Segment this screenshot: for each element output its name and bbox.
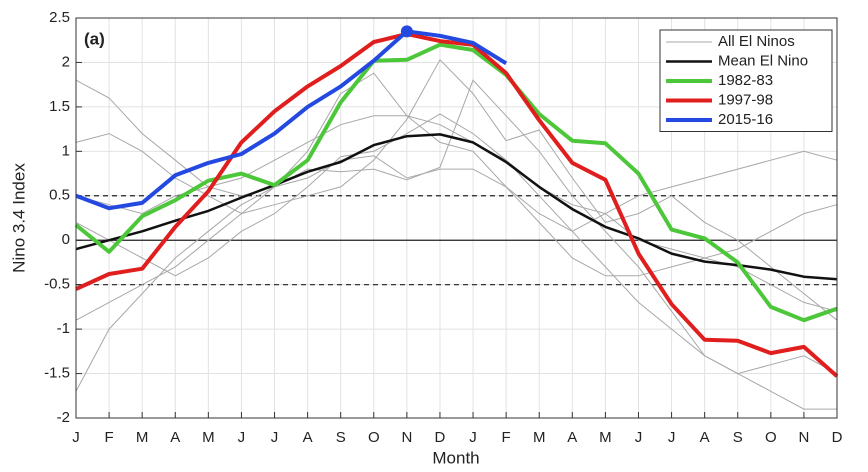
plot-area <box>74 17 839 419</box>
x-tick-label: J <box>271 429 279 446</box>
series-line <box>75 32 839 378</box>
y-tick-label: -0.5 <box>44 276 70 293</box>
y-tick-label: 1.5 <box>49 98 70 115</box>
x-tick-label: O <box>765 429 777 446</box>
x-tick-label: F <box>105 429 114 446</box>
x-tick-label: F <box>502 429 511 446</box>
x-tick-label: S <box>733 429 743 446</box>
x-tick-label: N <box>798 429 809 446</box>
x-tick-label: N <box>401 429 412 446</box>
x-tick-label: M <box>599 429 612 446</box>
series-line <box>74 42 838 323</box>
x-tick-label: M <box>202 429 215 446</box>
x-tick-label: M <box>136 429 149 446</box>
x-tick-label: A <box>700 429 710 446</box>
y-tick-label: -2 <box>57 409 70 426</box>
series-line <box>75 29 508 211</box>
x-tick-label: D <box>435 429 446 446</box>
y-tick-label: -1 <box>57 320 70 337</box>
x-tick-label: O <box>368 429 380 446</box>
x-tick-label: D <box>832 429 843 446</box>
background-line <box>75 72 838 321</box>
series-line <box>75 133 838 281</box>
legend-label: All El Ninos <box>718 33 795 50</box>
annotation: (a) <box>84 29 105 48</box>
x-tick-label: A <box>567 429 577 446</box>
y-tick-label: 0 <box>62 231 70 248</box>
y-tick-label: -1.5 <box>44 365 70 382</box>
x-tick-label: A <box>303 429 313 446</box>
y-tick-label: 0.5 <box>49 187 70 204</box>
y-tick-label: 2.5 <box>49 9 70 26</box>
peak-marker <box>400 25 413 38</box>
y-axis-label: Nino 3.4 Index <box>9 163 28 273</box>
legend-label: 1997-98 <box>718 91 773 108</box>
plot-frame <box>75 17 838 419</box>
background-line <box>75 150 838 392</box>
x-tick-label: J <box>238 429 246 446</box>
x-tick-label: J <box>72 429 80 446</box>
legend-label: Mean El Nino <box>718 52 808 69</box>
background-line <box>75 113 838 277</box>
x-tick-label: J <box>469 429 477 446</box>
legend-label: 1982-83 <box>718 72 773 89</box>
x-tick-label: J <box>668 429 676 446</box>
x-tick-label: M <box>533 429 546 446</box>
x-tick-label: A <box>170 429 180 446</box>
y-tick-label: 1 <box>62 142 70 159</box>
background-line <box>75 58 838 321</box>
x-axis-label: Month <box>432 448 479 467</box>
x-tick-label: J <box>635 429 643 446</box>
legend-label: 2015-16 <box>718 111 773 128</box>
x-tick-label: S <box>336 429 346 446</box>
y-tick-label: 2 <box>62 53 70 70</box>
